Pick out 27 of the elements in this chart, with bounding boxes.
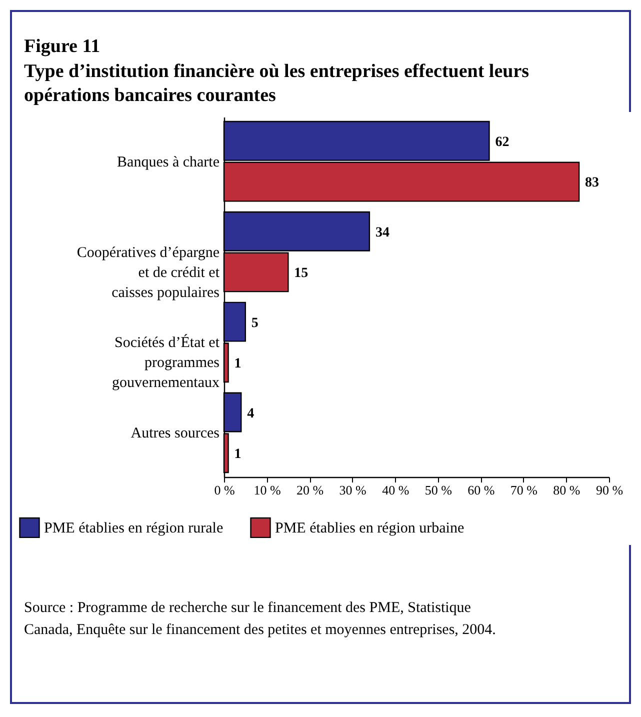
x-tick-label: 90 % <box>596 482 624 498</box>
data-label: 4 <box>247 406 254 422</box>
x-tick-label: 70 % <box>510 482 538 498</box>
x-tick-label: 30 % <box>339 482 367 498</box>
text: Figure 11 <box>24 35 102 59</box>
x-tick-label: 60 % <box>468 482 495 498</box>
x-tick-label: 40 % <box>382 482 410 498</box>
data-label: 34 <box>375 225 390 240</box>
y-tick-label: Banques à charte <box>117 154 220 170</box>
x-tick-label: 80 % <box>553 482 580 498</box>
data-label: 1 <box>234 447 242 462</box>
y-tick-label: Coopératives d’épargne et de crédit et caisses populaires <box>76 244 220 301</box>
source-note: Source : Programme de recherche sur le financement des PME, Statistique Canada, Enquête sur le financement des petites et moyennes entreprises, 2004. <box>24 599 497 640</box>
x-tick-label: 0 % <box>214 482 235 498</box>
data-label: 1 <box>234 356 242 372</box>
y-tick-label: Sociétés d’État et programmes gouvernementaux <box>112 334 220 392</box>
x-tick-label: 20 % <box>296 482 324 498</box>
chart-subtitle: Type d’institution financière où les entreprises effectuent leurs opérations bancaires courantes <box>24 60 530 108</box>
data-label: 62 <box>495 134 510 150</box>
x-tick-label: 10 % <box>254 482 281 498</box>
legend-label: PME établies en région rurale <box>44 520 224 537</box>
data-label: 83 <box>585 176 600 191</box>
data-label: 15 <box>294 266 308 282</box>
data-label: 5 <box>251 316 258 331</box>
x-tick-label: 50 % <box>424 482 452 498</box>
legend-label: PME établies en région urbaine <box>275 520 464 537</box>
y-tick-label: Autres sources <box>130 426 220 442</box>
